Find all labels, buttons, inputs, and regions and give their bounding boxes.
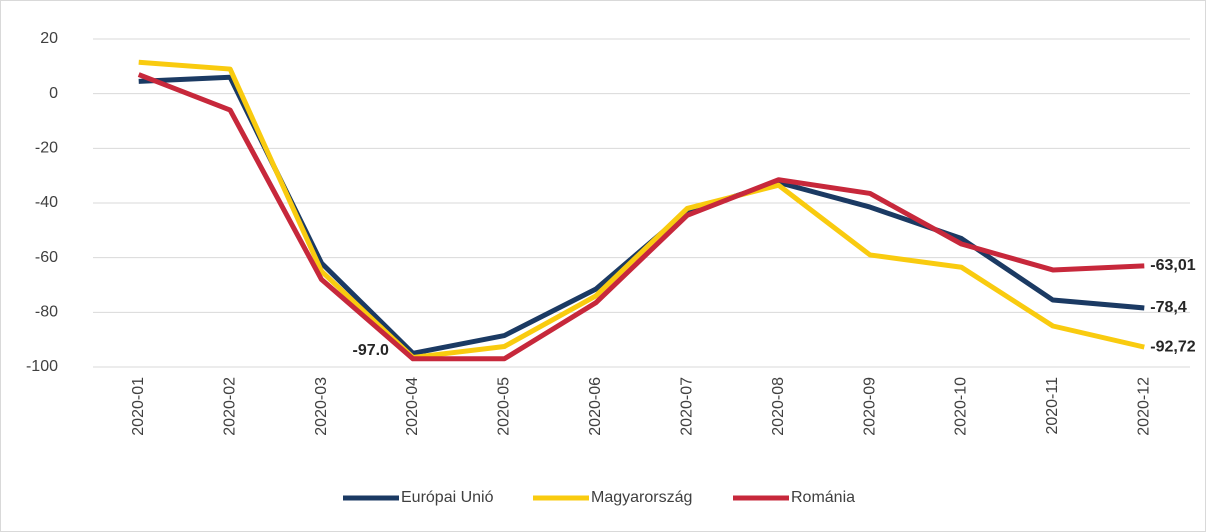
y-tick-label: -20 xyxy=(35,140,58,157)
x-tick-label: 2020-11 xyxy=(1044,377,1061,435)
x-tick-label: 2020-03 xyxy=(313,377,330,436)
x-tick-label: 2020-06 xyxy=(587,377,604,436)
y-tick-label: 20 xyxy=(40,30,58,47)
x-tick-label: 2020-04 xyxy=(404,377,421,436)
value-label: -92,72 xyxy=(1150,338,1195,355)
series-line xyxy=(138,59,1145,360)
legend-label: Románia xyxy=(791,489,855,506)
y-tick-label: -80 xyxy=(35,304,58,321)
y-tick-label: -40 xyxy=(35,194,58,211)
y-tick-label: 0 xyxy=(49,85,58,102)
y-tick-label: -60 xyxy=(35,249,58,266)
lines xyxy=(137,59,1145,362)
labels: 20 0 -20 -40 -60 -80 -100 2020-01 2020-02 2020-03… xyxy=(26,30,1196,506)
y-tick-label: -100 xyxy=(26,358,58,375)
legend-label: Európai Unió xyxy=(401,489,494,506)
value-label: -97.0 xyxy=(352,342,389,359)
x-tick-label: 2020-01 xyxy=(130,377,147,436)
x-tick-label: 2020-08 xyxy=(770,377,787,436)
value-label: -78,4 xyxy=(1150,299,1187,316)
x-tick-label: 2020-09 xyxy=(861,377,878,436)
x-tick-label: 2020-10 xyxy=(953,377,970,436)
legend-label: Magyarország xyxy=(591,489,692,506)
x-tick-label: 2020-05 xyxy=(496,377,513,436)
x-tick-label: 2020-02 xyxy=(221,377,238,436)
series-line xyxy=(137,72,1145,362)
x-tick-label: 2020-07 xyxy=(678,377,695,436)
x-tick-label: 2020-12 xyxy=(1136,377,1153,436)
value-label: -63,01 xyxy=(1150,257,1195,274)
